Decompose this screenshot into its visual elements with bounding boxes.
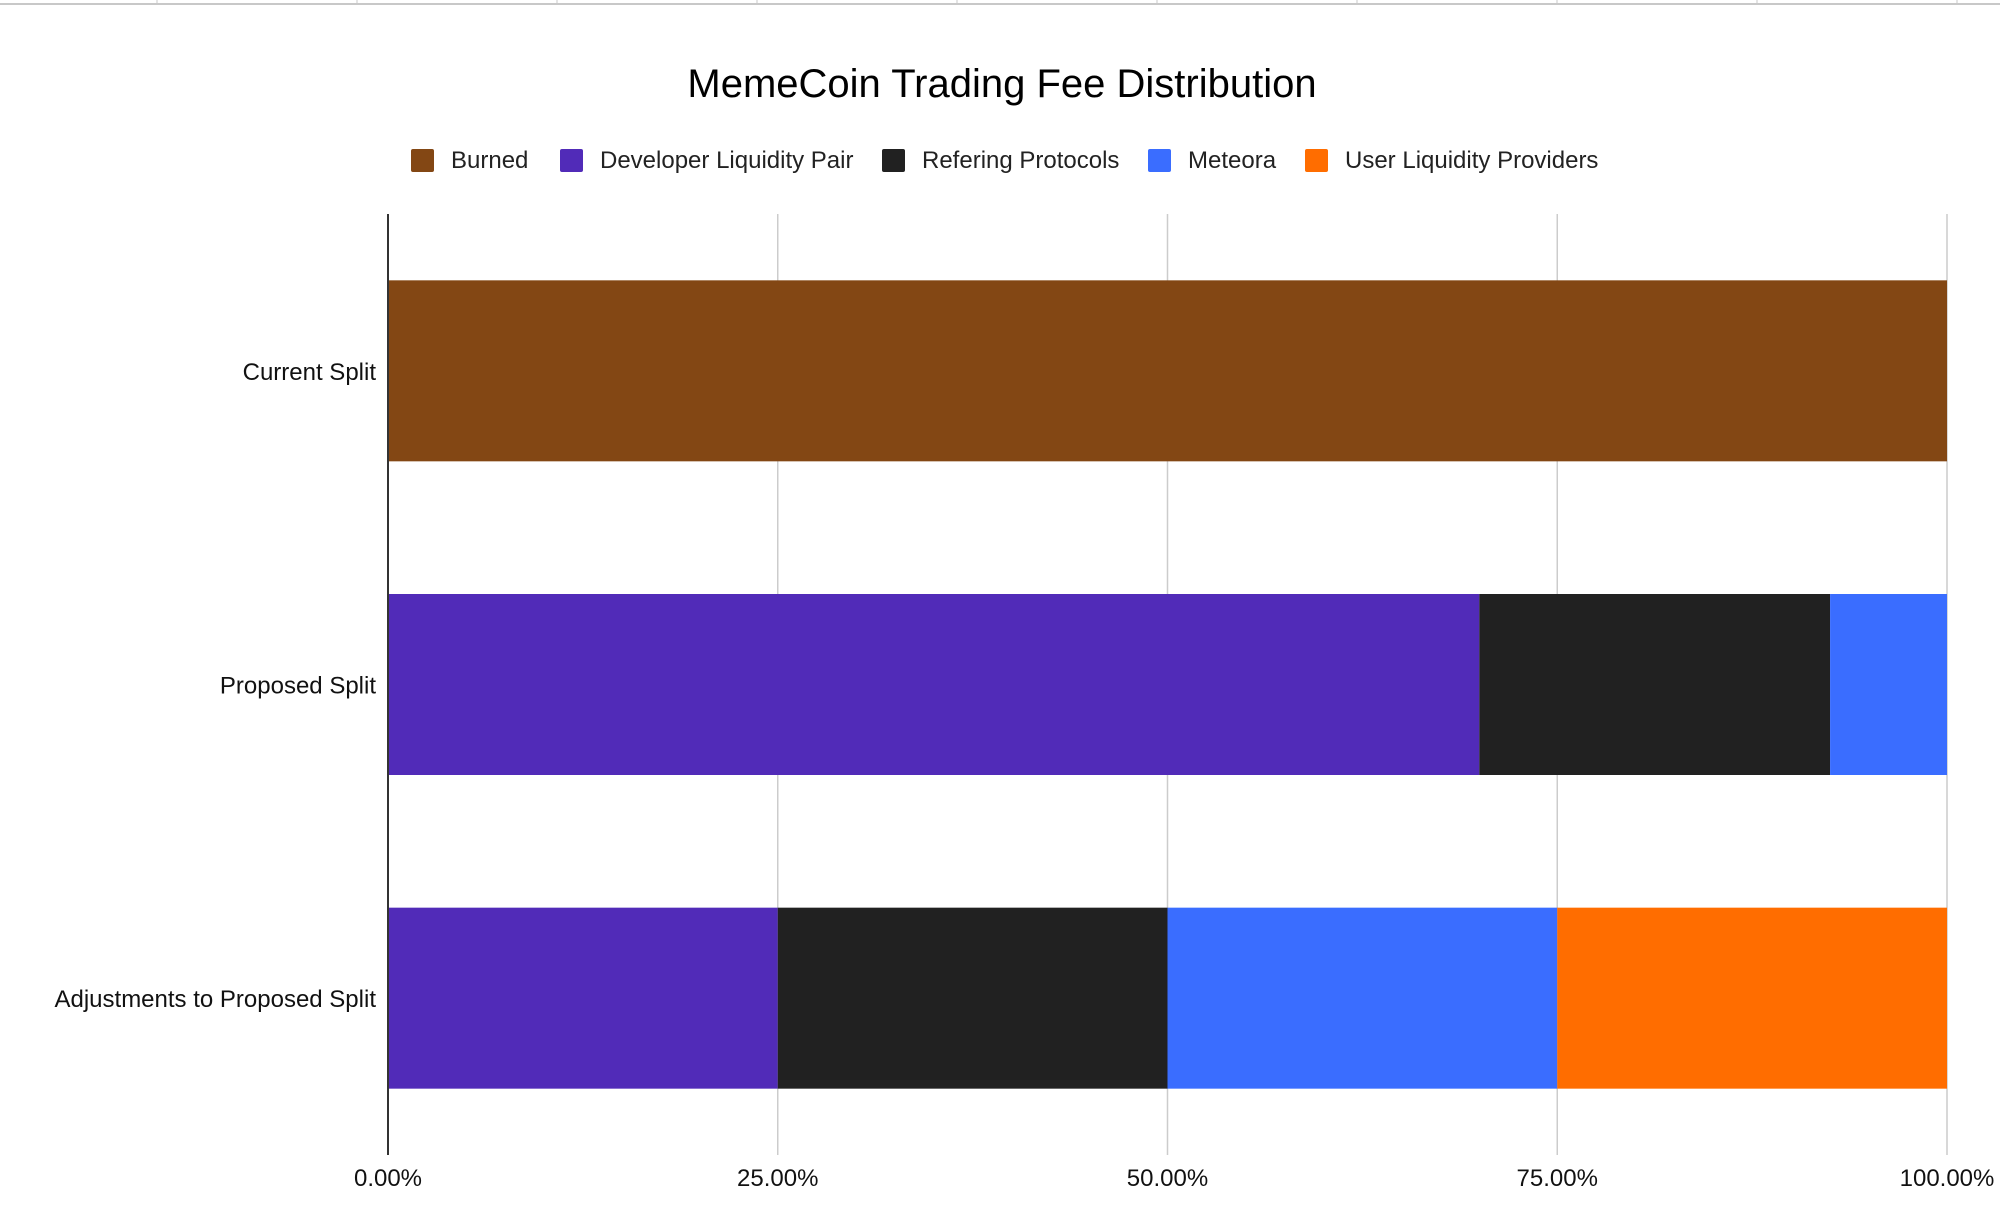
bar-segment-developer-liquidity-pair [388,594,1480,775]
top-border [0,0,2000,5]
legend-swatch [560,149,583,172]
legend-swatch [882,149,905,172]
x-tick-label: 100.00% [1900,1165,1995,1192]
bar-segment-burned [388,280,1947,462]
legend-label: User Liquidity Providers [1345,147,1598,174]
category-label: Proposed Split [220,673,376,700]
legend-label: Developer Liquidity Pair [600,147,853,174]
legend-item-user-liquidity-providers: User Liquidity Providers [1305,147,1598,174]
legend-label: Refering Protocols [922,147,1119,174]
x-tick-label: 50.00% [1127,1165,1208,1192]
category-label: Current Split [243,359,377,386]
category-labels: Current Split Proposed Split Adjustments t… [54,359,376,1013]
legend-item-developer-liquidity-pair: Developer Liquidity Pair [560,147,853,174]
legend-item-meteora: Meteora [1148,147,1277,174]
legend-label: Meteora [1188,147,1277,174]
legend-label: Burned [451,147,528,174]
legend-swatch [411,149,434,172]
x-tick-label: 25.00% [737,1165,818,1192]
x-tick-label: 0.00% [354,1165,422,1192]
x-tick-label: 75.00% [1517,1165,1598,1192]
legend-item-burned: Burned [411,147,528,174]
bars [388,280,1947,1089]
chart-title: MemeCoin Trading Fee Distribution [687,62,1316,106]
legend: Burned Developer Liquidity Pair Refering P… [411,147,1598,174]
legend-swatch [1305,149,1328,172]
category-label: Adjustments to Proposed Split [54,986,376,1013]
bar-segment-user-liquidity-providers [1557,907,1947,1089]
x-tick-labels: 0.00% 25.00% 50.00% 75.00% 100.00% [354,1165,1994,1192]
bar-segment-developer-liquidity-pair [388,907,778,1089]
bar-segment-meteora [1830,594,1947,775]
bar-segment-meteora [1167,907,1558,1089]
legend-item-refering-protocols: Refering Protocols [882,147,1119,174]
bar-segment-refering-protocols [1479,594,1831,775]
bar-segment-refering-protocols [777,907,1168,1089]
legend-swatch [1148,149,1171,172]
